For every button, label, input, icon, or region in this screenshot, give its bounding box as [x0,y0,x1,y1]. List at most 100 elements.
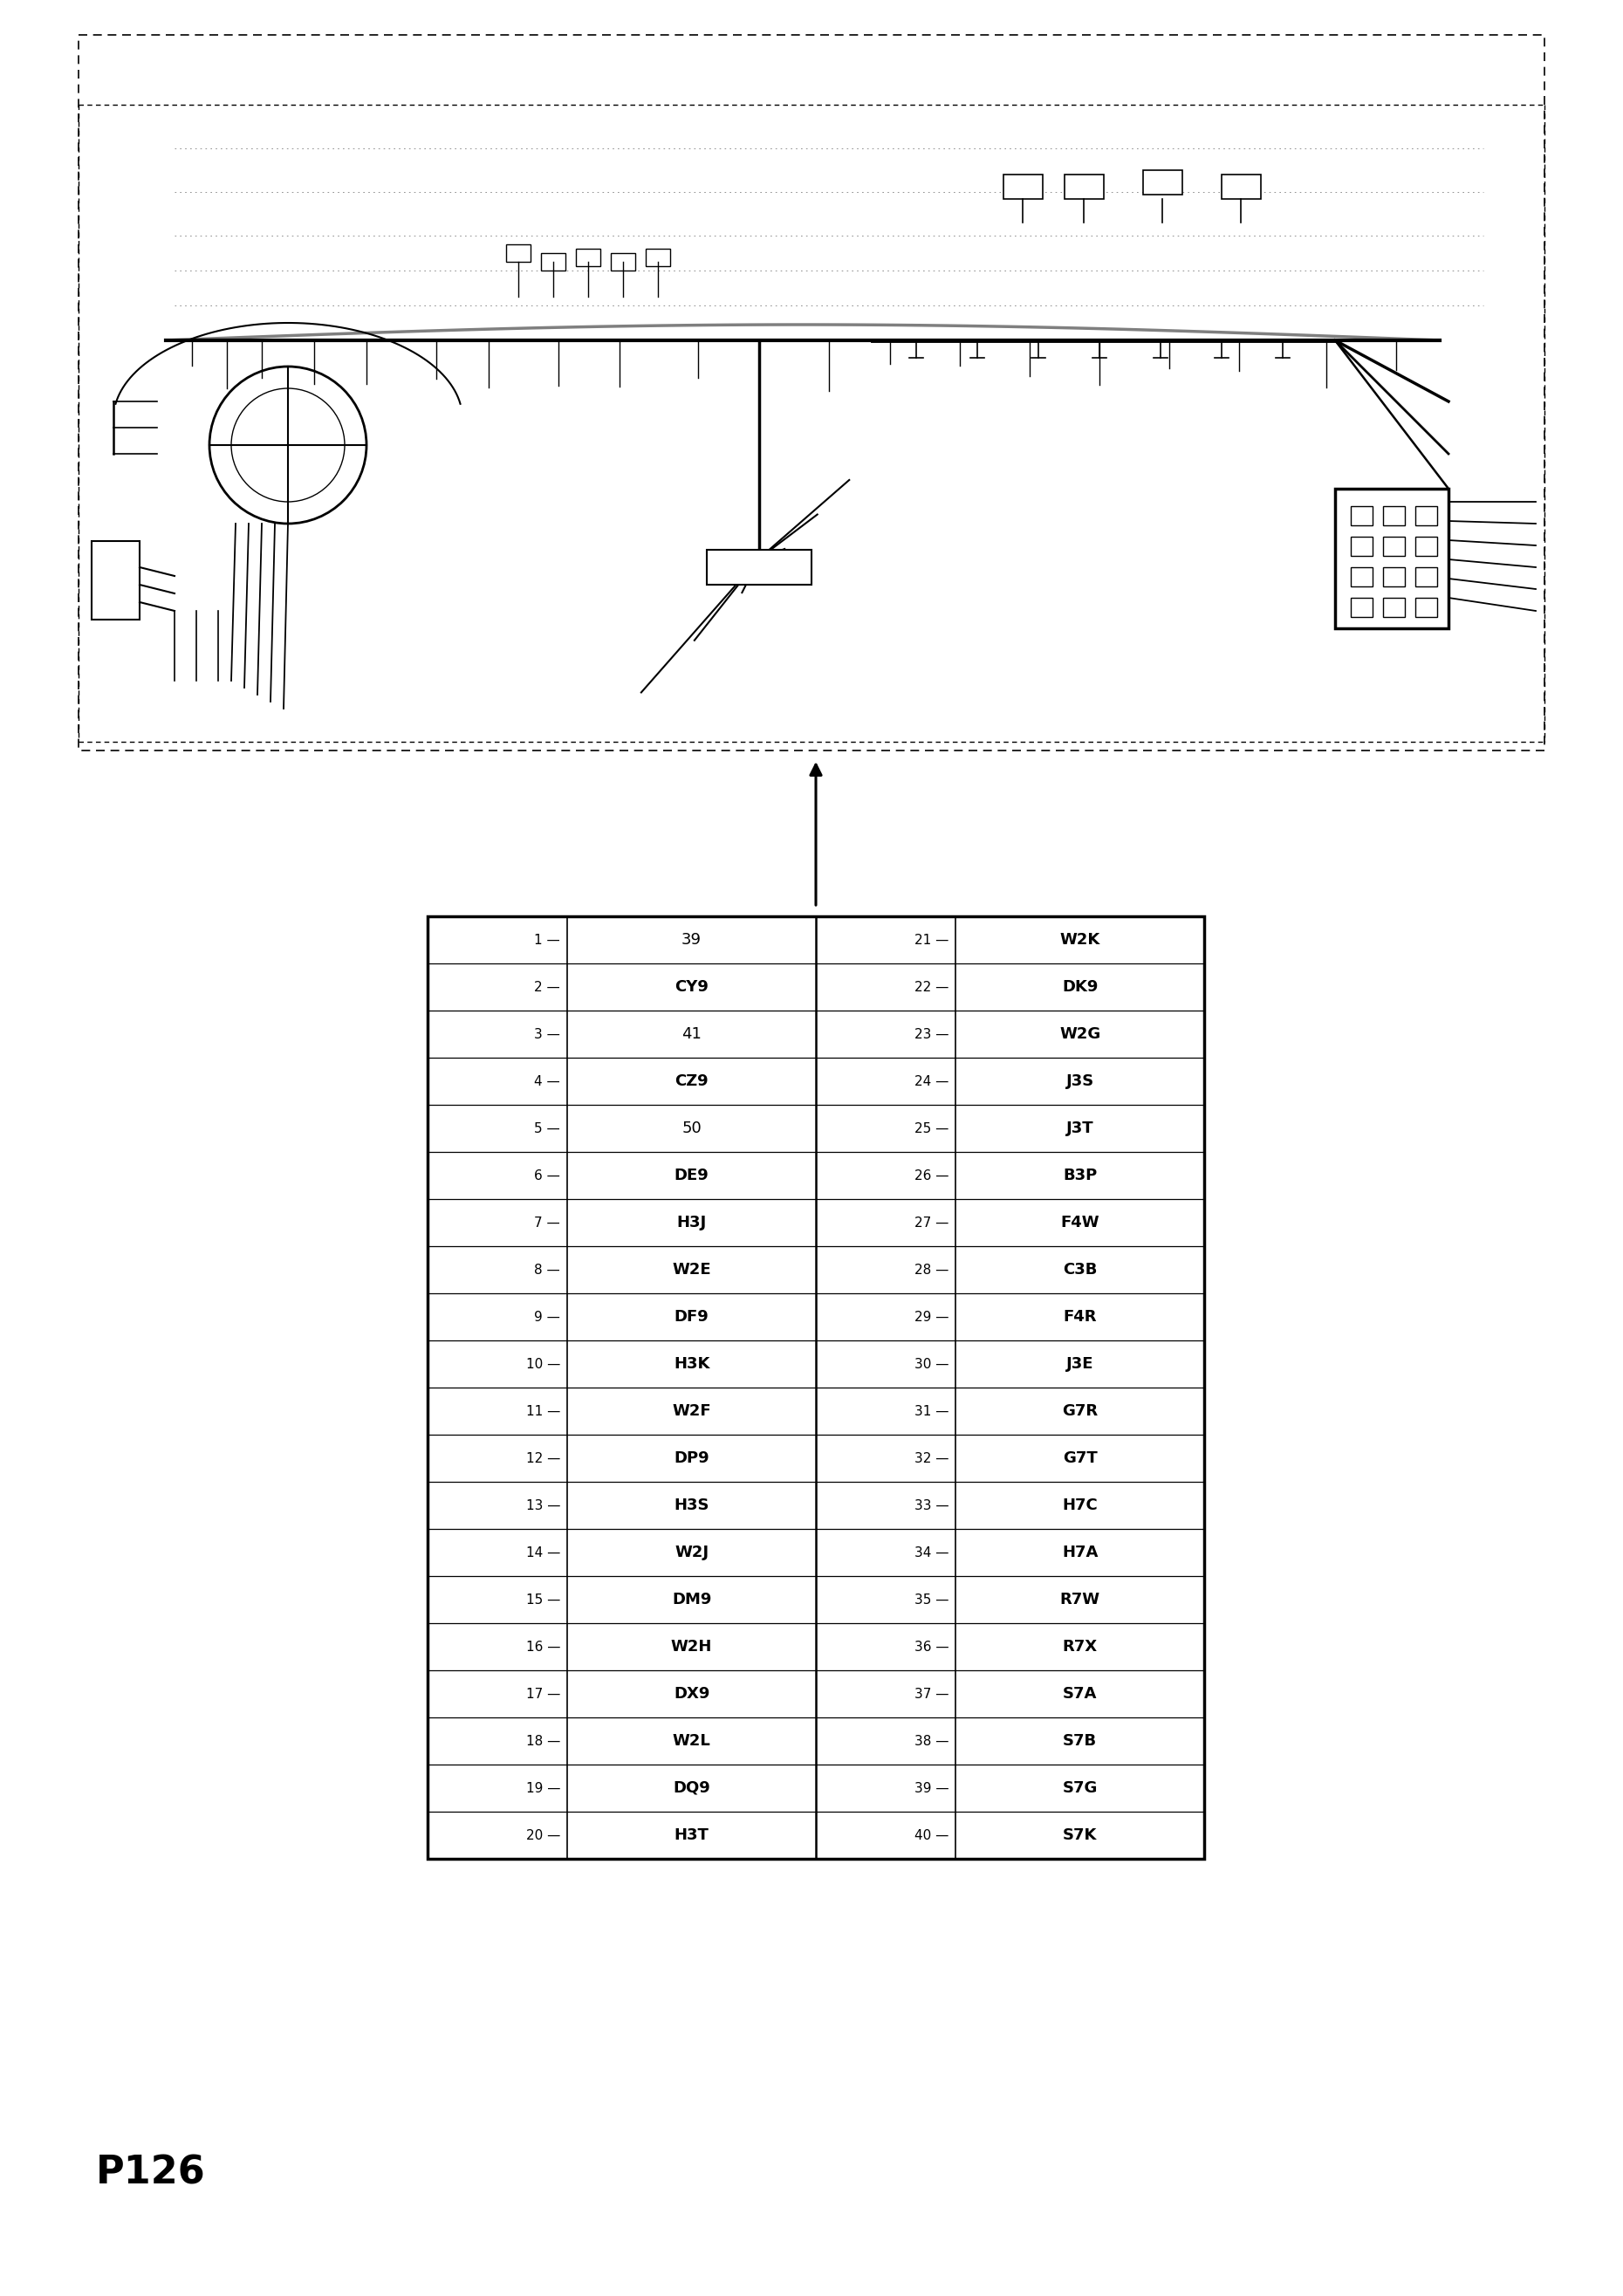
Text: 35 —: 35 — [914,1593,949,1607]
Text: C3B: C3B [1063,1263,1097,1277]
Text: 18 —: 18 — [526,1733,560,1747]
Bar [540,253,565,271]
Text: 36 —: 36 — [914,1639,949,1653]
Text: 19 —: 19 — [526,1782,560,1795]
Text: S7A: S7A [1063,1685,1097,1701]
Bar [427,916,1204,1860]
Text: 30 —: 30 — [914,1357,949,1371]
Text: DF9: DF9 [674,1309,709,1325]
Text: 34 —: 34 — [914,1545,949,1559]
Text: 9 —: 9 — [534,1311,560,1322]
Text: CZ9: CZ9 [675,1075,709,1088]
Text: 39 —: 39 — [914,1782,949,1795]
Bar [1415,537,1436,556]
Text: 40 —: 40 — [914,1828,949,1841]
Bar [1383,537,1406,556]
Text: W2L: W2L [672,1733,711,1750]
Text: H7A: H7A [1061,1545,1097,1561]
Bar [1383,505,1406,526]
Text: B3P: B3P [1063,1169,1097,1182]
Text: 29 —: 29 — [914,1311,949,1322]
Text: G7R: G7R [1061,1403,1097,1419]
Text: 24 —: 24 — [914,1075,949,1088]
Text: G7T: G7T [1063,1451,1097,1467]
Text: W2H: W2H [670,1639,712,1655]
Bar [576,248,601,266]
Text: H3K: H3K [674,1357,709,1371]
Text: 14 —: 14 — [526,1545,560,1559]
Text: 23 —: 23 — [914,1029,949,1040]
Text: 32 —: 32 — [914,1451,949,1465]
Text: 25 —: 25 — [914,1123,949,1134]
Bar [1003,174,1042,200]
Bar [1415,597,1436,618]
Text: 20 —: 20 — [526,1828,560,1841]
Text: 28 —: 28 — [914,1263,949,1277]
Text: J3T: J3T [1066,1120,1094,1137]
Text: 50: 50 [682,1120,701,1137]
Text: DM9: DM9 [672,1591,711,1607]
Text: J3E: J3E [1066,1357,1094,1371]
Text: 39: 39 [682,932,701,948]
Text: H7C: H7C [1061,1497,1097,1513]
Bar [1350,537,1373,556]
Text: R7X: R7X [1063,1639,1097,1655]
Bar [1383,597,1406,618]
Bar [1350,505,1373,526]
Bar [646,248,670,266]
Text: S7B: S7B [1063,1733,1097,1750]
Text: 11 —: 11 — [526,1405,560,1417]
Text: 33 —: 33 — [914,1499,949,1511]
Text: 8 —: 8 — [534,1263,560,1277]
Bar [91,542,140,620]
Text: 7 —: 7 — [534,1217,560,1228]
Text: 41: 41 [682,1026,701,1042]
Text: F4W: F4W [1060,1215,1099,1231]
Text: 10 —: 10 — [526,1357,560,1371]
Text: S7K: S7K [1063,1828,1097,1844]
Text: 38 —: 38 — [914,1733,949,1747]
Text: 13 —: 13 — [526,1499,560,1511]
Text: DQ9: DQ9 [674,1779,711,1795]
Text: 21 —: 21 — [914,932,949,946]
Text: 5 —: 5 — [534,1123,560,1134]
Text: 3 —: 3 — [534,1029,560,1040]
Bar [78,34,1545,751]
Text: DX9: DX9 [674,1685,709,1701]
Text: DE9: DE9 [674,1169,709,1182]
Text: 26 —: 26 — [914,1169,949,1182]
Bar [1415,505,1436,526]
Text: W2K: W2K [1060,932,1100,948]
Text: DK9: DK9 [1061,978,1097,994]
Bar [506,243,531,262]
Text: W2E: W2E [672,1263,711,1277]
Text: 37 —: 37 — [914,1688,949,1701]
Text: R7W: R7W [1060,1591,1100,1607]
Bar [610,253,635,271]
Bar [1350,567,1373,585]
Text: 16 —: 16 — [526,1639,560,1653]
Bar [1336,489,1448,629]
Text: W2G: W2G [1060,1026,1100,1042]
Bar [1222,174,1261,200]
Text: P126: P126 [96,2154,206,2193]
Text: 6 —: 6 — [534,1169,560,1182]
Text: S7G: S7G [1063,1779,1097,1795]
Text: 27 —: 27 — [914,1217,949,1228]
Text: W2J: W2J [675,1545,709,1561]
Bar [1143,170,1182,195]
Bar [1415,567,1436,585]
Text: 31 —: 31 — [914,1405,949,1417]
Text: F4R: F4R [1063,1309,1097,1325]
Text: 12 —: 12 — [526,1451,560,1465]
Bar [1350,597,1373,618]
Bar [1065,174,1104,200]
Text: 2 —: 2 — [534,980,560,994]
Bar [706,549,812,585]
Text: CY9: CY9 [675,978,709,994]
Text: DP9: DP9 [674,1451,709,1467]
Text: 17 —: 17 — [526,1688,560,1701]
Text: 15 —: 15 — [526,1593,560,1607]
Text: 4 —: 4 — [534,1075,560,1088]
Text: W2F: W2F [672,1403,711,1419]
